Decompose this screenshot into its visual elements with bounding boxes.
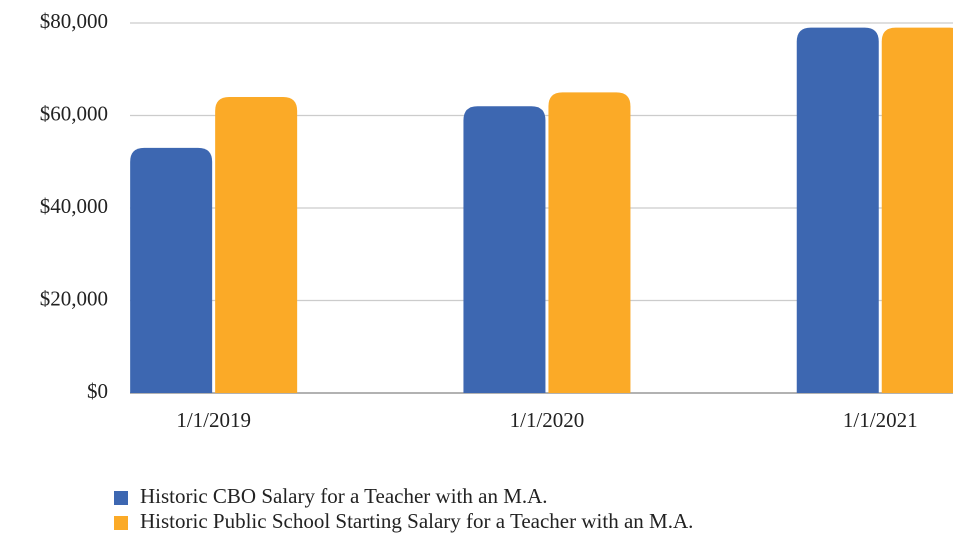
y-tick-label: $80,000	[40, 9, 108, 33]
bar	[796, 27, 879, 393]
bar	[130, 147, 213, 393]
x-tick-label: 1/1/2019	[176, 408, 251, 432]
y-tick-label: $0	[87, 379, 108, 403]
bar	[215, 97, 298, 393]
legend-label: Historic CBO Salary for a Teacher with a…	[140, 484, 548, 508]
x-tick-label: 1/1/2021	[843, 408, 918, 432]
y-tick-label: $20,000	[40, 286, 108, 310]
bar	[881, 27, 953, 393]
legend-label: Historic Public School Starting Salary f…	[140, 509, 693, 533]
legend-swatch	[114, 491, 128, 505]
legend-swatch	[114, 516, 128, 530]
x-tick-label: 1/1/2020	[510, 408, 585, 432]
bar	[548, 92, 631, 393]
y-tick-label: $40,000	[40, 194, 108, 218]
y-tick-label: $60,000	[40, 101, 108, 125]
bar	[463, 106, 546, 393]
